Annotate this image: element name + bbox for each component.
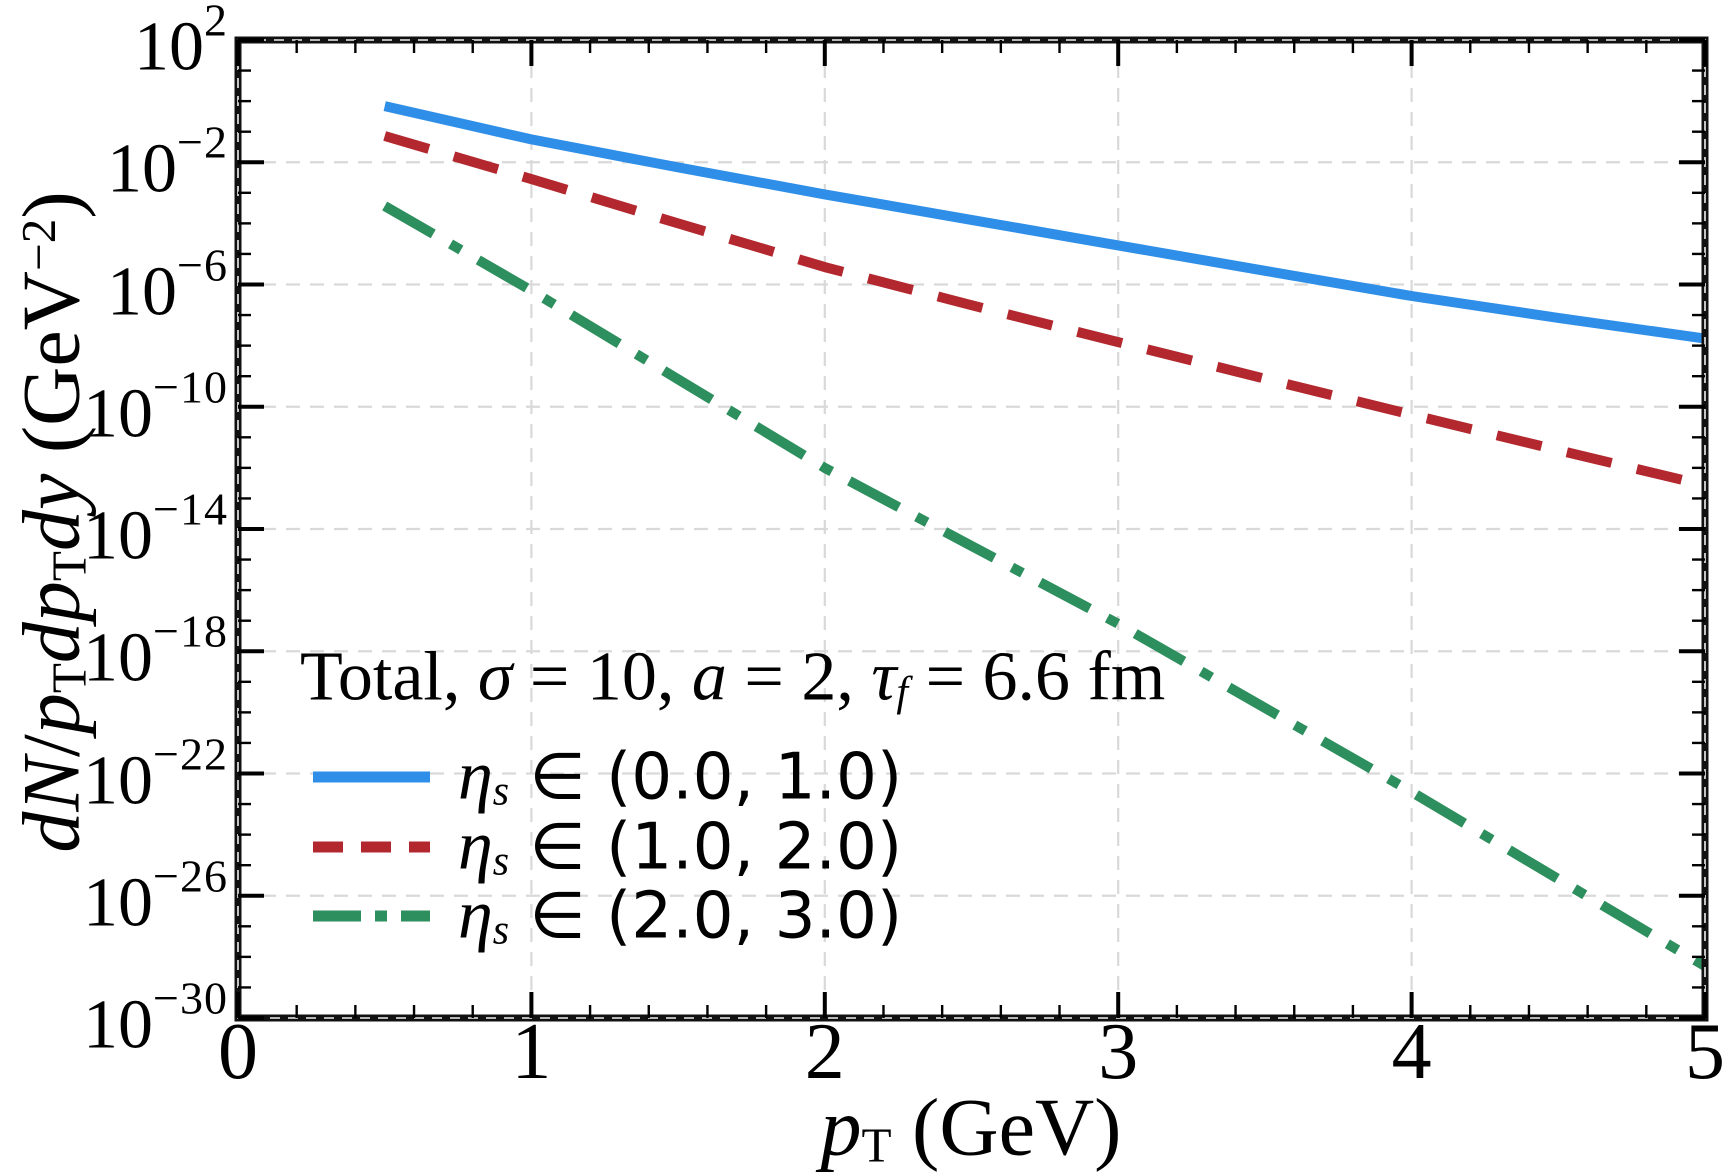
y-tick-label: 10−6 xyxy=(0,242,228,327)
x-tick-label: 2 xyxy=(804,1008,845,1096)
text-segment: η xyxy=(458,807,493,885)
legend-label-eta-1-2: ηs ∈ (1.0, 2.0) xyxy=(458,809,903,885)
text-segment: Total, xyxy=(300,638,478,716)
text-segment: η xyxy=(458,876,493,954)
text-segment: τ xyxy=(871,638,897,716)
text-segment: = 10, xyxy=(512,638,692,716)
text-segment: ∈ (2.0, 3.0) xyxy=(509,878,903,954)
text-segment: ∈ (0.0, 1.0) xyxy=(509,739,903,815)
x-tick-label: 4 xyxy=(1391,1008,1432,1096)
series-line-2 xyxy=(382,201,1708,971)
text-segment: T xyxy=(861,1117,892,1173)
y-tick-label: 10−2 xyxy=(0,116,228,208)
y-tick-exponent: −14 xyxy=(153,483,228,535)
y-tick-label: 10−10 xyxy=(0,364,228,449)
x-tick-label: 0 xyxy=(218,1008,258,1096)
text-segment: a xyxy=(691,638,727,716)
y-tick-base: 10 xyxy=(83,619,154,697)
y-tick-exponent: −10 xyxy=(153,361,228,413)
text-segment: f xyxy=(896,669,909,716)
text-segment: η xyxy=(458,737,493,815)
text-segment: p xyxy=(820,1081,862,1173)
text-segment: s xyxy=(492,907,510,954)
legend-label-eta-2-3: ηs ∈ (2.0, 3.0) xyxy=(458,878,903,954)
y-tick-label: 10−18 xyxy=(0,605,228,697)
y-tick-base: 10 xyxy=(83,375,154,453)
y-tick-exponent: 2 xyxy=(204,0,228,46)
text-segment: = 6.6 fm xyxy=(908,638,1166,716)
x-tick-label: 1 xyxy=(511,1008,552,1096)
y-tick-label: 10−30 xyxy=(0,972,228,1064)
text-segment: p xyxy=(5,693,97,735)
text-segment: (GeV) xyxy=(891,1081,1122,1173)
y-tick-exponent: −2 xyxy=(177,116,228,168)
y-tick-exponent: −22 xyxy=(153,728,228,779)
y-tick-exponent: −18 xyxy=(153,605,228,657)
y-tick-label: 10−22 xyxy=(0,731,228,816)
text-segment: s xyxy=(492,768,510,815)
y-tick-label: 10−26 xyxy=(0,853,228,938)
y-tick-base: 10 xyxy=(83,986,154,1064)
text-segment: s xyxy=(492,838,510,885)
y-tick-base: 10 xyxy=(83,864,154,942)
y-tick-base: 10 xyxy=(107,130,178,208)
y-tick-label: 10−14 xyxy=(0,483,228,575)
text-segment: σ xyxy=(477,638,513,716)
text-segment: ∈ (1.0, 2.0) xyxy=(509,809,903,885)
legend-label-eta-0-1: ηs ∈ (0.0, 1.0) xyxy=(458,739,903,815)
series-line-1 xyxy=(383,131,1707,491)
y-tick-label: 102 xyxy=(0,0,228,83)
text-segment: = 2, xyxy=(726,638,872,716)
plot-annotation: Total, σ = 10, a = 2, τf = 6.6 fm xyxy=(300,642,1165,716)
y-tick-base: 10 xyxy=(83,497,154,575)
y-tick-base: 10 xyxy=(83,742,154,819)
x-tick-label: 3 xyxy=(1098,1008,1139,1096)
y-tick-base: 10 xyxy=(134,8,204,86)
y-tick-exponent: −30 xyxy=(153,972,228,1024)
y-tick-exponent: −6 xyxy=(177,239,228,290)
y-tick-exponent: −26 xyxy=(153,850,228,902)
y-tick-base: 10 xyxy=(107,253,178,330)
x-tick-label: 5 xyxy=(1685,1008,1725,1096)
series-line-0 xyxy=(383,101,1706,344)
x-axis-title: pT (GeV) xyxy=(821,1086,1122,1169)
